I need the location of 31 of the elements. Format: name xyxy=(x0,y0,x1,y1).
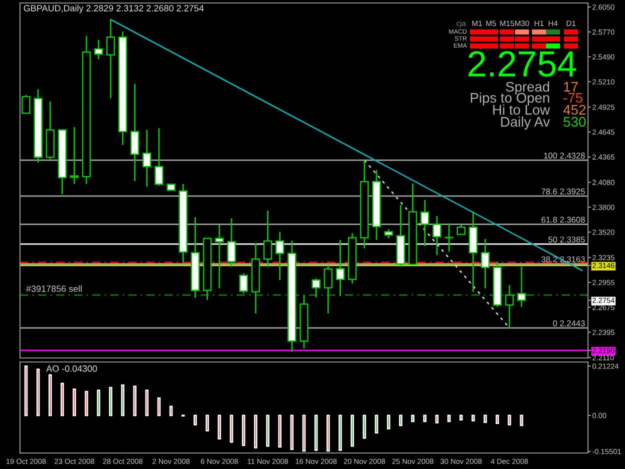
annotation: Spread xyxy=(506,82,550,94)
candlestick xyxy=(142,129,152,188)
candlestick xyxy=(263,210,272,268)
annotation: 2.2754 xyxy=(468,51,576,77)
candlestick xyxy=(154,127,164,186)
candlestick xyxy=(312,278,320,298)
candlestick xyxy=(106,19,116,99)
annotation: 452 xyxy=(563,104,586,115)
candlestick xyxy=(22,94,30,114)
candlestick xyxy=(444,222,454,252)
ref-line-label: 100 2.4328 xyxy=(544,152,585,159)
candlestick xyxy=(505,284,514,329)
candlestick xyxy=(239,272,248,294)
ref-line-label: 0 2.2443 xyxy=(553,320,585,326)
candlestick xyxy=(517,266,526,308)
annotation: Daily Av xyxy=(501,116,550,130)
annotation: #3917856 sell xyxy=(26,285,82,292)
chart-title: GBPAUD,Daily 2.2829 2.3132 2.2680 2.2754 xyxy=(24,4,204,14)
ref-line-label: 61.8 2.3608 xyxy=(542,216,585,223)
annotation: Hi to Low xyxy=(493,104,550,115)
annotation: 530 xyxy=(564,116,586,127)
chart-title: AO -0.04300 xyxy=(46,365,97,372)
annotation: -75 xyxy=(564,93,582,103)
candlestick xyxy=(324,264,333,314)
candlestick xyxy=(130,83,140,182)
candlestick xyxy=(94,39,103,60)
ref-line-label: 78.6 2.3925 xyxy=(542,188,585,194)
ref-line-label: 50 2.3385 xyxy=(548,236,585,242)
annotation: Pips to Open xyxy=(470,92,550,106)
candlestick xyxy=(70,126,79,185)
annotation: 17 xyxy=(564,82,578,92)
